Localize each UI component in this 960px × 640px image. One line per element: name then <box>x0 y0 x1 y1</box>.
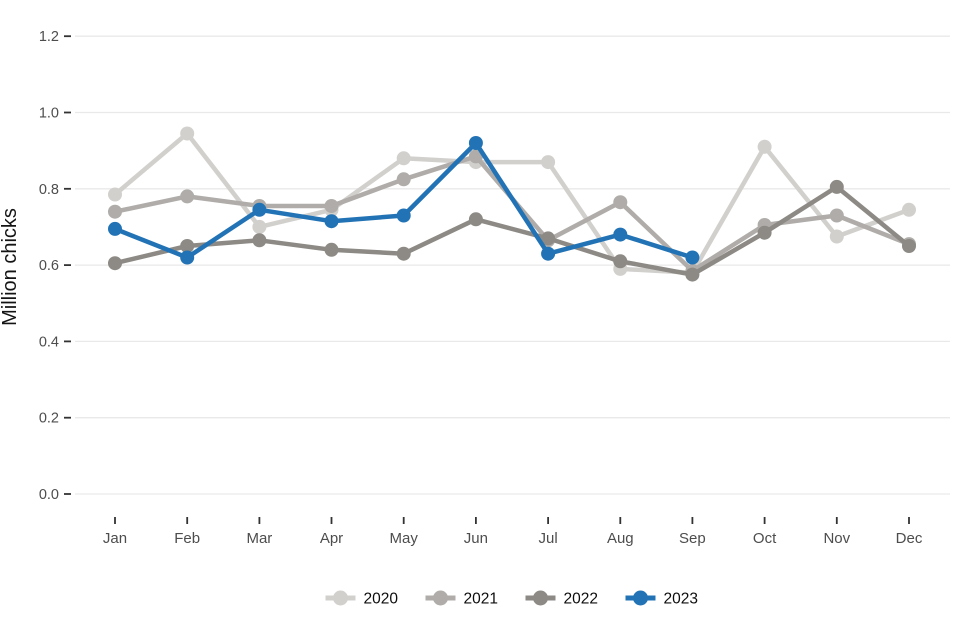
data-point-2023-Mar <box>252 202 267 217</box>
data-point-2022-Feb <box>180 239 195 253</box>
x-tick-label: Aug <box>607 530 634 547</box>
x-tick-label: May <box>390 530 419 547</box>
data-point-2022-Dec <box>902 239 916 253</box>
data-point-2020-Nov <box>829 229 844 244</box>
data-point-2023-Apr <box>324 214 339 229</box>
legend: 2020 2021 2022 2023 <box>325 590 698 608</box>
data-point-2021-Aug <box>613 195 628 210</box>
series-2022 <box>108 179 916 282</box>
series-line-2022 <box>112 184 912 277</box>
y-tick-label: 0.8 <box>39 182 59 198</box>
legend-marker-dot <box>633 590 648 606</box>
legend-label: 2022 <box>564 591 598 608</box>
x-tick-label: Jan <box>103 530 127 547</box>
legend-item-2020: 2020 <box>325 590 399 608</box>
x-tick-label: Feb <box>174 530 200 547</box>
legend-marker-dot <box>533 590 548 606</box>
data-point-2021-May <box>396 172 411 187</box>
data-point-2020-Oct <box>757 139 772 154</box>
x-tick-label: Oct <box>753 530 777 547</box>
y-tick-label: 1.2 <box>39 29 59 45</box>
data-point-2022-May <box>396 246 411 261</box>
x-tick-label: Nov <box>823 530 850 547</box>
data-point-2021-Jun <box>468 149 483 164</box>
x-tick-label: Dec <box>896 530 923 547</box>
data-point-2022-Sep <box>685 267 700 282</box>
x-tick-label: Mar <box>246 530 272 547</box>
data-point-2020-Feb <box>180 126 195 141</box>
data-point-2020-May <box>396 151 411 166</box>
data-point-2023-Sep <box>685 250 700 265</box>
data-point-2022-Jun <box>468 212 483 227</box>
data-point-2023-May <box>396 208 411 223</box>
data-point-2023-Jul <box>541 246 556 261</box>
data-point-2021-Jan <box>108 204 122 219</box>
data-point-2023-Jan <box>108 221 122 236</box>
data-point-2022-Jan <box>108 256 122 271</box>
x-tick-label: Jun <box>464 530 488 547</box>
legend-item-2021: 2021 <box>425 590 498 608</box>
y-tick-label: 1.0 <box>39 106 59 122</box>
data-point-2023-Aug <box>613 227 628 242</box>
y-axis-title: Million chicks <box>0 208 21 326</box>
legend-label: 2023 <box>664 591 698 608</box>
data-point-2022-Nov <box>829 179 844 194</box>
legend-label: 2021 <box>464 591 498 608</box>
y-tick-label: 0.0 <box>39 487 59 503</box>
data-point-2023-Feb <box>180 250 195 265</box>
data-point-2020-Dec <box>902 202 916 217</box>
x-tick-label: Apr <box>320 530 343 547</box>
legend-item-2023: 2023 <box>625 590 698 608</box>
series-line-2020 <box>112 131 912 275</box>
data-point-2023-Jun <box>468 136 483 150</box>
y-tick-label: 0.2 <box>39 411 59 427</box>
x-tick-label: Jul <box>539 530 558 547</box>
data-point-2021-Feb <box>180 189 195 204</box>
data-point-2022-Apr <box>324 242 339 257</box>
series-2023 <box>108 136 700 265</box>
y-tick-label: 0.6 <box>39 258 59 274</box>
legend-marker-dot <box>333 590 348 606</box>
data-point-2021-Nov <box>829 208 844 223</box>
data-point-2020-Jul <box>541 155 556 170</box>
x-tick-label: Sep <box>679 530 706 547</box>
data-point-2020-Mar <box>252 219 267 234</box>
data-point-2022-Mar <box>252 233 267 248</box>
legend-item-2022: 2022 <box>525 590 598 608</box>
legend-label: 2020 <box>364 591 399 608</box>
data-point-2021-Apr <box>324 199 339 213</box>
y-tick-label: 0.4 <box>39 334 59 350</box>
data-point-2020-Jan <box>108 187 122 202</box>
legend-marker-dot <box>433 590 448 606</box>
data-point-2022-Aug <box>613 254 628 269</box>
data-point-2022-Jul <box>541 231 556 246</box>
data-point-2022-Oct <box>757 225 772 240</box>
